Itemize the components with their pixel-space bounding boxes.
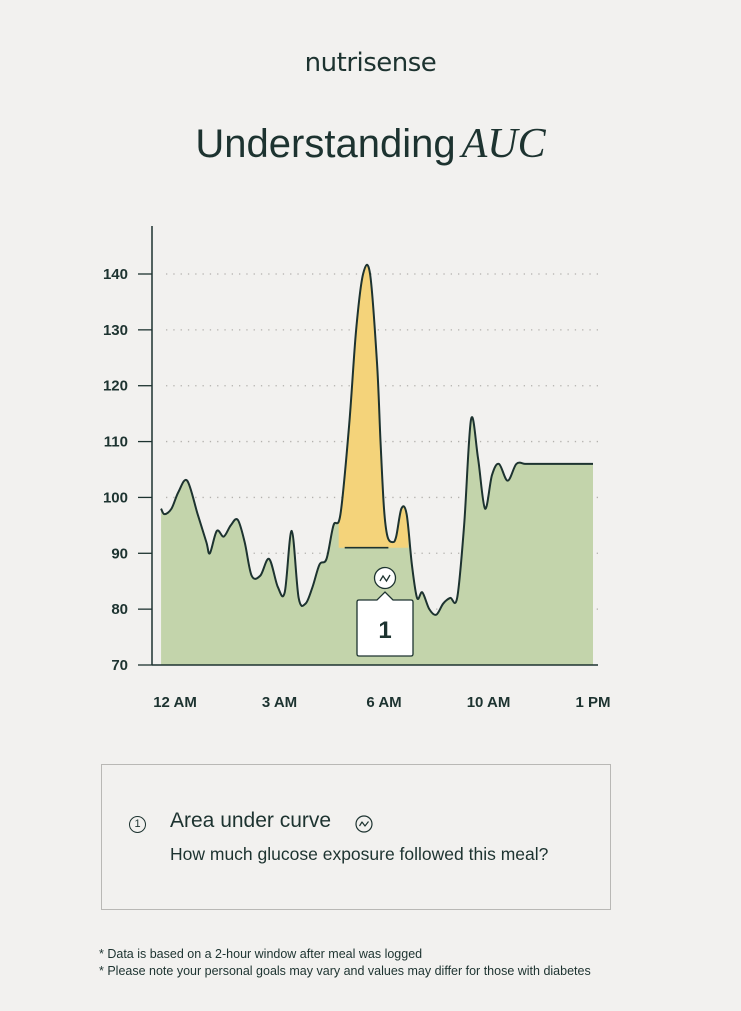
footnote: * Please note your personal goals may va… [99,964,591,978]
chart-x-ticks: 12 AM 3 AM 6 AM 10 AM 1 PM [153,694,610,711]
y-tick-label: 90 [111,545,128,562]
x-tick-label: 6 AM [366,694,401,711]
trend-icon [355,815,373,833]
page-title-main: Understanding [195,122,456,166]
y-tick-label: 140 [103,266,128,283]
y-tick-label: 100 [103,489,128,506]
chart-y-ticks: 70 80 90 100 110 120 130 140 [103,266,152,674]
x-tick-label: 1 PM [575,694,610,711]
brand-logo: nutrisense [304,48,437,78]
chart-callout: 1 [356,566,414,657]
x-tick-label: 3 AM [262,694,297,711]
y-tick-label: 80 [111,601,128,618]
x-tick-label: 10 AM [467,694,511,711]
chart-line-layer [160,263,593,616]
legend-number-badge: 1 [129,816,146,833]
chart-axes [151,226,598,666]
y-tick-label: 70 [111,657,128,674]
page-title-emphasis: AUC [461,121,546,167]
y-tick-label: 120 [103,378,128,395]
callout-box [356,591,414,657]
legend-description: How much glucose exposure followed this … [170,844,549,864]
glucose-line [160,263,593,616]
footnotes: * Data is based on a 2-hour window after… [99,946,591,980]
y-tick-label: 110 [104,434,128,451]
glucose-chart: 70 80 90 100 110 120 130 140 12 AM 3 AM 6 AM 10 AM… [103,226,611,711]
legend-box: 1 Area under curve How much glucose expo… [101,764,611,910]
y-tick-label: 130 [103,322,128,339]
footnote: * Data is based on a 2-hour window after… [99,947,423,961]
trend-icon-glyph [379,574,391,583]
x-tick-label: 12 AM [153,694,197,711]
legend-title: Area under curve [170,809,332,832]
callout-label: 1 [378,617,391,644]
page-title: Understanding AUC [0,120,741,168]
